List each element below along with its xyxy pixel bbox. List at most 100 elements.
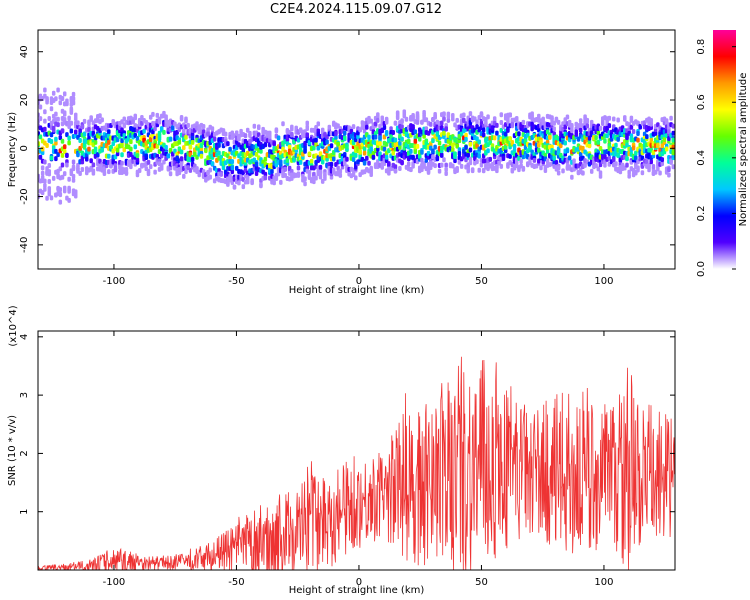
- heatmap-cell: [455, 117, 459, 123]
- heatmap-cell: [409, 167, 413, 173]
- heatmap-cell: [440, 152, 444, 158]
- heatmap-cell: [80, 159, 85, 165]
- heatmap-cell: [250, 180, 254, 186]
- heatmap-cell: [457, 147, 462, 153]
- heatmap-cell: [40, 165, 45, 171]
- heatmap-cell: [67, 176, 71, 182]
- heatmap-cell: [40, 170, 45, 176]
- heatmap-cell: [71, 91, 76, 97]
- heatmap-cell: [342, 130, 347, 136]
- heatmap-cell: [329, 161, 334, 167]
- heatmap-cell: [431, 148, 435, 154]
- heatmap-cell: [669, 115, 673, 121]
- bottom-x-tick-label: 100: [594, 577, 613, 588]
- bottom-y-tick-label: 4: [19, 334, 30, 340]
- heatmap-cell: [614, 142, 618, 148]
- heatmap-cell: [380, 164, 384, 170]
- heatmap-cell: [499, 112, 504, 118]
- heatmap-cell: [662, 137, 667, 143]
- heatmap-cell: [51, 90, 56, 96]
- heatmap-cell: [120, 143, 124, 149]
- heatmap-cell: [100, 117, 104, 123]
- heatmap-cell: [120, 138, 124, 144]
- heatmap-cell: [111, 141, 115, 147]
- heatmap-cell: [279, 179, 283, 185]
- heatmap-cell: [131, 119, 135, 125]
- heatmap-cell: [254, 151, 259, 157]
- heatmap-cell: [73, 192, 78, 198]
- heatmap-cell: [671, 164, 675, 170]
- heatmap-cell: [245, 177, 250, 183]
- heatmap-cell: [574, 129, 579, 135]
- heatmap-cell: [115, 151, 120, 157]
- heatmap-cell: [182, 145, 186, 151]
- heatmap-cell: [45, 195, 49, 201]
- heatmap-cell: [135, 157, 140, 163]
- heatmap-cell: [67, 135, 71, 141]
- heatmap-cell: [398, 140, 402, 146]
- heatmap-cell: [49, 138, 54, 144]
- heatmap-cell: [442, 111, 446, 117]
- heatmap-cell: [631, 145, 636, 151]
- heatmap-cell: [80, 166, 85, 172]
- heatmap-cell: [45, 97, 49, 103]
- heatmap-cell: [391, 129, 396, 135]
- heatmap-cell: [243, 133, 248, 139]
- heatmap-cell: [199, 153, 204, 159]
- bottom-y-tick-label: 2: [19, 450, 30, 456]
- heatmap-cell: [157, 136, 162, 142]
- top-x-tick-label: -100: [103, 276, 126, 287]
- heatmap-cell: [276, 135, 281, 141]
- heatmap-cell: [464, 136, 468, 142]
- heatmap-cell: [503, 131, 508, 137]
- heatmap-cell: [38, 104, 43, 110]
- heatmap-cell: [583, 114, 587, 120]
- heatmap-cell: [223, 131, 228, 137]
- heatmap-cell: [433, 144, 437, 150]
- heatmap-cell: [612, 157, 616, 163]
- heatmap-cell: [281, 121, 285, 127]
- heatmap-cell: [367, 134, 371, 140]
- top-x-tick-label: 100: [594, 276, 613, 287]
- heatmap-cell: [305, 126, 310, 132]
- top-x-axis-label: Height of straight line (km): [289, 285, 425, 296]
- heatmap-cell: [395, 115, 400, 121]
- heatmap-cell: [148, 137, 153, 143]
- heatmap-cell: [290, 124, 294, 130]
- heatmap-cell: [54, 136, 58, 142]
- colorbar: [713, 30, 736, 269]
- heatmap-cell: [629, 124, 634, 130]
- heatmap-cell: [43, 87, 47, 93]
- heatmap-cell: [107, 129, 111, 135]
- heatmap-cell: [182, 128, 186, 134]
- heatmap-cell: [380, 115, 384, 121]
- heatmap-cell: [54, 96, 58, 102]
- heatmap-cell: [272, 180, 276, 186]
- y-multiplier-label: (x10^4): [8, 305, 19, 346]
- heatmap-cell: [556, 165, 561, 171]
- heatmap-cell: [627, 169, 631, 175]
- heatmap-cell: [230, 159, 235, 165]
- heatmap-cell: [129, 146, 133, 152]
- heatmap-cell: [38, 116, 43, 122]
- heatmap-cell: [219, 171, 224, 177]
- heatmap-cell: [179, 149, 184, 155]
- heatmap-cell: [521, 166, 526, 172]
- heatmap-cell: [69, 120, 74, 126]
- heatmap-cell: [56, 152, 60, 158]
- heatmap-cell: [446, 117, 451, 123]
- heatmap-cell: [263, 175, 268, 181]
- heatmap-cell: [71, 164, 76, 170]
- heatmap-cell: [323, 173, 327, 179]
- heatmap-cell: [303, 181, 307, 187]
- heatmap-cell: [338, 172, 343, 178]
- heatmap-cell: [539, 165, 543, 171]
- heatmap-cell: [411, 154, 415, 160]
- heatmap-cell: [259, 182, 263, 188]
- heatmap-cell: [660, 157, 665, 163]
- heatmap-cell: [168, 171, 173, 177]
- heatmap-cell: [303, 148, 307, 154]
- heatmap-cell: [298, 146, 303, 152]
- heatmap-cell: [583, 162, 587, 168]
- heatmap-cell: [486, 114, 490, 120]
